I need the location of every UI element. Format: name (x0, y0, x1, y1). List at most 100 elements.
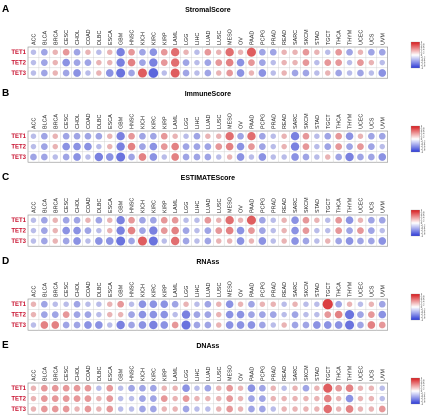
correlation-dot (335, 216, 343, 224)
correlation-dot (160, 132, 168, 140)
correlation-dot (107, 133, 113, 139)
correlation-dot (357, 217, 364, 223)
column-label: LUSC (217, 115, 223, 129)
correlation-dot (138, 321, 147, 329)
colorbar-tick: -0.4 (421, 142, 426, 146)
column-label: SARC (293, 114, 299, 129)
correlation-dot (73, 69, 81, 77)
correlation-dot (85, 70, 91, 76)
correlation-dot (116, 58, 125, 67)
correlation-dot (367, 143, 375, 150)
correlation-dot (270, 154, 276, 160)
colorbar-tick: -1 (421, 402, 424, 406)
correlation-dot (226, 154, 233, 160)
correlation-dot (172, 395, 178, 402)
correlation-dot (248, 227, 255, 234)
correlation-dot (281, 49, 287, 55)
correlation-dot (85, 49, 91, 55)
correlation-dot (62, 48, 70, 56)
correlation-dot (322, 299, 333, 310)
correlation-dot (325, 154, 331, 160)
colorbar (410, 293, 420, 321)
correlation-dot (149, 310, 158, 319)
column-label: THYM (348, 113, 354, 129)
correlation-dot (149, 226, 158, 235)
column-label: TGCT (326, 366, 332, 381)
correlation-dot (116, 47, 125, 57)
correlation-dot (345, 132, 354, 141)
correlation-dot (302, 69, 310, 77)
column-label: LAML (173, 283, 179, 297)
correlation-dot (345, 384, 354, 393)
colorbar (410, 125, 420, 153)
correlation-dot (128, 395, 135, 402)
column-label: STAD (315, 199, 321, 213)
correlation-dot (292, 301, 298, 307)
correlation-dot (302, 384, 310, 392)
correlation-dot (379, 385, 385, 391)
correlation-dot (258, 227, 266, 234)
correlation-dot (323, 394, 332, 403)
correlation-dot (216, 70, 222, 76)
correlation-dot (225, 215, 234, 225)
correlation-dot (378, 216, 386, 224)
correlation-dot (149, 405, 157, 413)
column-label: ACC (31, 118, 37, 129)
correlation-dot (138, 310, 147, 319)
column-label: ACC (31, 202, 37, 213)
correlation-dot (40, 227, 48, 234)
column-label: LGG (184, 118, 190, 129)
correlation-dot (281, 154, 287, 160)
correlation-dot (160, 227, 168, 234)
correlation-dot (52, 133, 58, 139)
correlation-dot (52, 217, 58, 223)
correlation-dot (314, 133, 320, 139)
column-label: KICH (140, 368, 146, 381)
correlation-dot (116, 152, 126, 162)
correlation-dot (335, 143, 343, 150)
colorbar-tick: 1 (421, 40, 423, 44)
correlation-dot (172, 406, 178, 412)
correlation-dot (30, 238, 37, 244)
correlation-dot (367, 227, 375, 234)
correlation-dot (246, 215, 256, 225)
correlation-dot (182, 227, 190, 234)
correlation-dot (258, 311, 266, 318)
column-label: CESC (64, 282, 70, 297)
colorbar-tick: 0.2 (421, 218, 425, 222)
column-label: LAML (173, 199, 179, 213)
colorbar-tick: 0 (421, 53, 423, 57)
correlation-dot (182, 384, 190, 393)
correlation-dot (62, 237, 70, 245)
correlation-dot (52, 59, 58, 66)
correlation-dot (62, 395, 70, 402)
row-label: TET3 (11, 239, 26, 245)
column-label: BLCA (42, 199, 48, 213)
column-label: TGCT (326, 30, 332, 45)
column-label: UCS (369, 369, 375, 381)
correlation-dot (314, 311, 320, 318)
column-label: LUAD (206, 199, 212, 213)
column-label: UCEC (358, 198, 364, 213)
colorbar-tick: 0 (421, 305, 423, 309)
correlation-dot (367, 153, 375, 161)
correlation-dot (216, 238, 222, 244)
correlation-dot (292, 49, 298, 55)
column-label: SKCM (304, 113, 310, 129)
correlation-dot (116, 236, 126, 246)
correlation-dot (281, 143, 287, 150)
correlation-dot (248, 154, 255, 160)
correlation-dot (160, 395, 168, 402)
correlation-dot (40, 395, 48, 402)
column-label: THCA (337, 282, 343, 297)
panel-e: E DNAss ACC BLCA BRCA CESC CHOL COAD DLBC ESCA GBM… (2, 340, 426, 415)
correlation-dot (161, 70, 167, 76)
correlation-dot (270, 322, 276, 328)
correlation-dot (149, 132, 157, 140)
correlation-dot (345, 310, 355, 320)
correlation-dot (236, 142, 245, 151)
correlation-dot (73, 216, 81, 224)
correlation-dot (292, 406, 298, 412)
colorbar-tick: -0.8 (421, 63, 426, 67)
correlation-dot (248, 311, 255, 318)
